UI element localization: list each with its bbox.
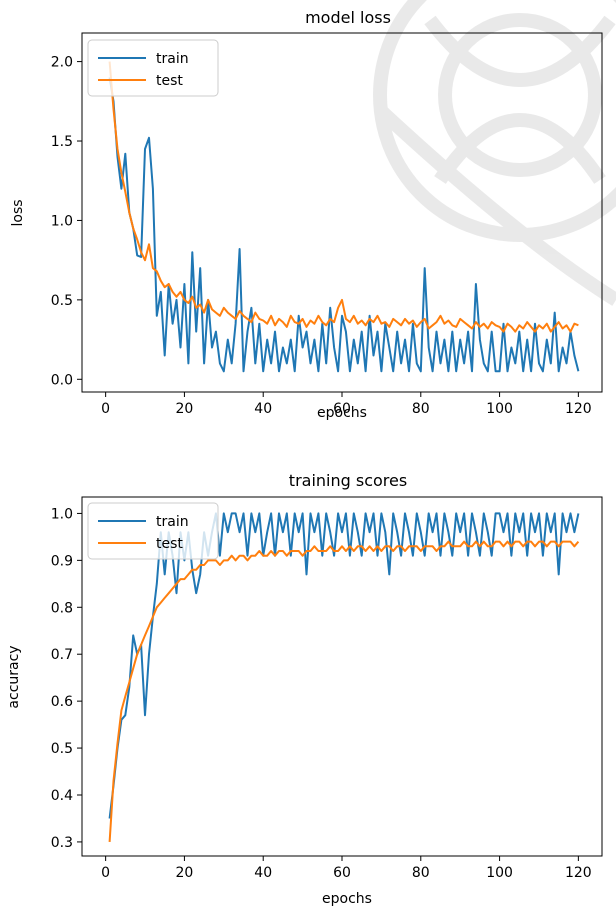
x-tick-label: 100 xyxy=(486,865,513,881)
y-tick-label: 1.0 xyxy=(51,506,73,522)
legend-label-train: train xyxy=(156,51,189,67)
y-tick-label: 0.4 xyxy=(51,788,73,804)
y-axis: 0.3 0.4 0.5 0.6 0.7 0.8 0.9 1.0 xyxy=(51,506,82,851)
legend-label-test: test xyxy=(156,536,183,552)
x-axis-label: epochs xyxy=(322,891,372,907)
y-tick-label: 0.6 xyxy=(51,694,73,710)
y-axis: 0.0 0.5 1.0 1.5 2.0 xyxy=(51,55,82,388)
x-tick-label: 80 xyxy=(412,401,430,417)
y-tick-label: 0.5 xyxy=(51,741,73,757)
x-tick-label: 100 xyxy=(486,401,513,417)
x-tick-label: 60 xyxy=(333,865,351,881)
legend-label-train: train xyxy=(156,514,189,530)
x-tick-label: 20 xyxy=(176,401,194,417)
y-tick-label: 0.0 xyxy=(51,372,73,388)
y-axis-label: loss xyxy=(10,199,26,226)
x-tick-label: 120 xyxy=(565,401,592,417)
model-loss-chart: model loss 0.0 0.5 1.0 1.5 2.0 0 20 40 60 80 100 1… xyxy=(10,8,603,421)
series-line-test xyxy=(108,540,580,842)
y-tick-label: 1.5 xyxy=(51,134,73,150)
x-axis-label: epochs xyxy=(317,405,367,421)
y-tick-label: 1.0 xyxy=(51,213,73,229)
legend-label-test: test xyxy=(156,73,183,89)
legend-box xyxy=(87,502,219,560)
legend: train test xyxy=(87,502,219,560)
y-tick-label: 0.9 xyxy=(51,553,73,569)
y-tick-label: 2.0 xyxy=(51,55,73,71)
chart-title: training scores xyxy=(289,471,407,490)
series-lines xyxy=(108,61,580,373)
y-tick-label: 0.7 xyxy=(51,647,73,663)
x-tick-label: 40 xyxy=(254,865,272,881)
x-axis: 0 20 40 60 80 100 120 xyxy=(101,856,592,881)
legend: train test xyxy=(87,39,219,97)
y-tick-label: 0.8 xyxy=(51,600,73,616)
y-tick-label: 0.3 xyxy=(51,835,73,851)
series-line-train xyxy=(108,77,580,373)
chart-title: model loss xyxy=(305,8,391,27)
x-axis: 0 20 40 60 80 100 120 xyxy=(101,392,592,417)
x-tick-label: 0 xyxy=(101,865,110,881)
training-scores-chart: training scores 0.3 0.4 0.5 0.6 0.7 0.8 0.9 1.0… xyxy=(6,471,603,907)
x-tick-label: 40 xyxy=(254,401,272,417)
y-tick-label: 0.5 xyxy=(51,293,73,309)
x-tick-label: 80 xyxy=(412,865,430,881)
series-line-test xyxy=(108,61,579,333)
x-tick-label: 0 xyxy=(101,401,110,417)
x-tick-label: 120 xyxy=(565,865,592,881)
y-axis-label: accuracy xyxy=(6,645,22,708)
x-tick-label: 60 xyxy=(333,401,351,417)
x-tick-label: 20 xyxy=(176,865,194,881)
legend-box xyxy=(87,39,219,97)
